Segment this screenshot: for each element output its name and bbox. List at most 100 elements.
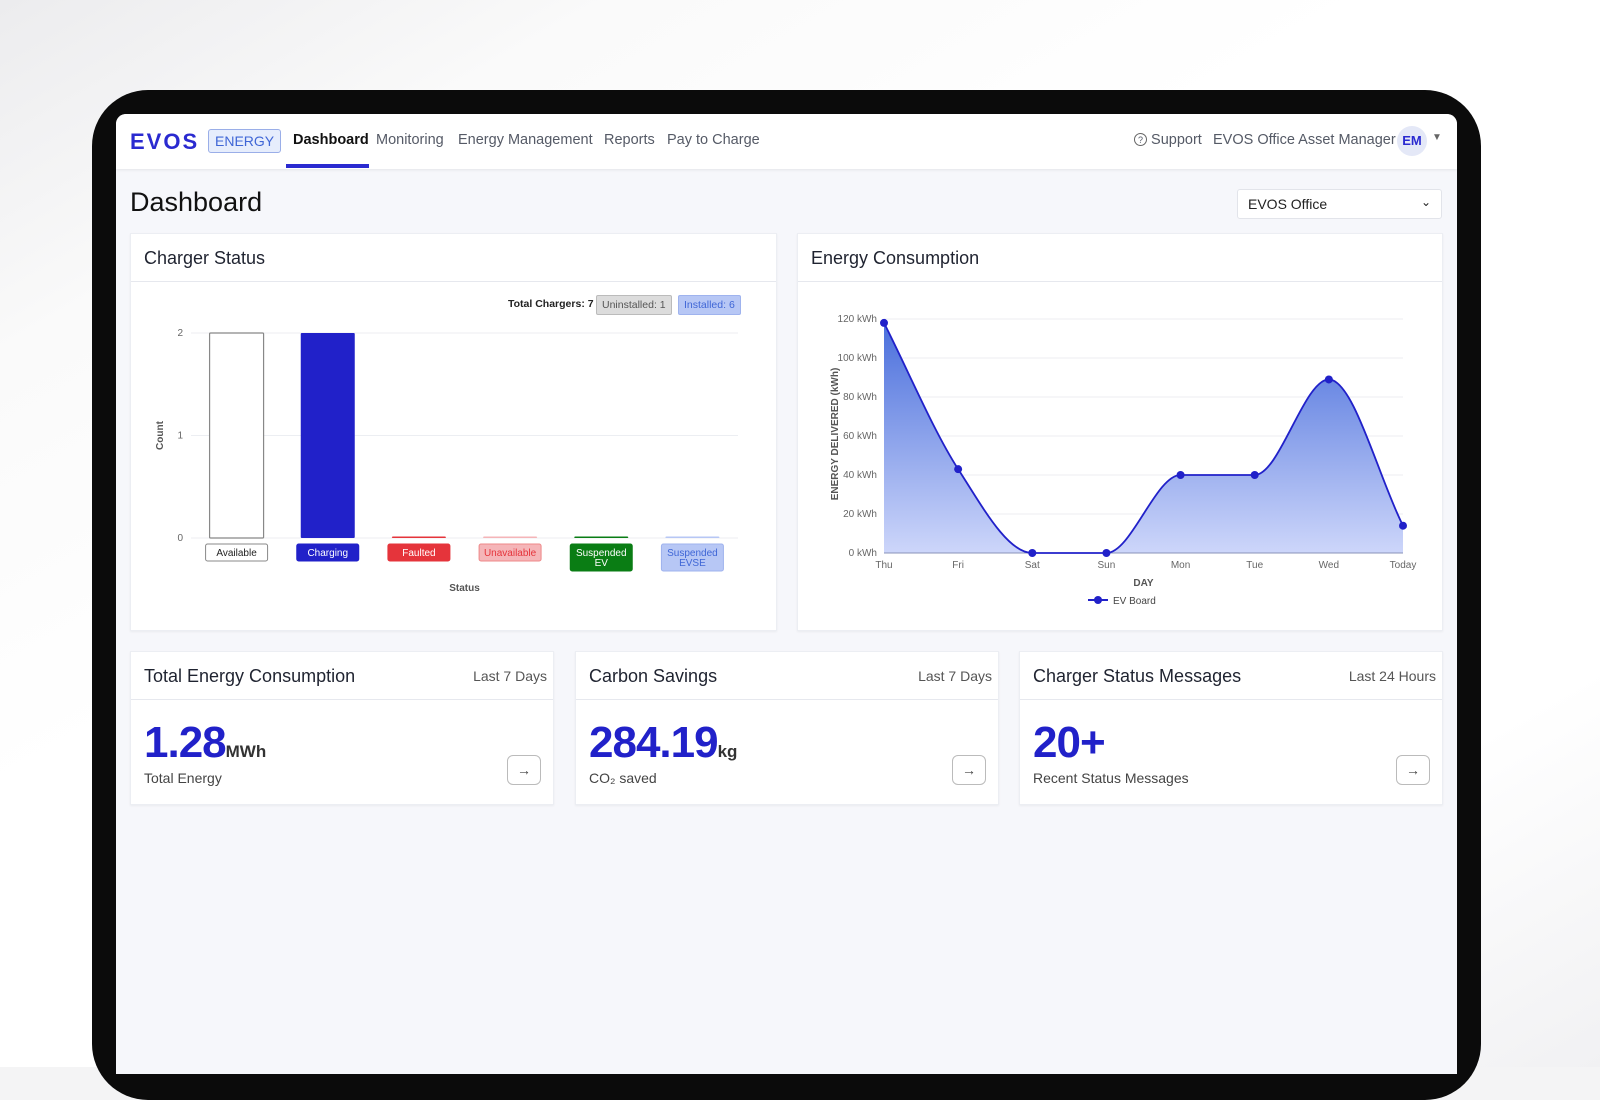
charger-status-chart: 0 1 2 Count Available Charging Faulted Unavaila… [155, 328, 738, 594]
x-tick-label: Wed [1319, 560, 1339, 571]
card-period: Last 24 Hours [1348, 668, 1436, 684]
site-select-value: EVOS Office [1248, 196, 1328, 212]
user-name[interactable]: EVOS Office Asset Manager [1213, 132, 1396, 148]
x-tick-label: Suspended [576, 548, 627, 559]
x-tick-label: Today [1390, 560, 1417, 571]
card-header: Energy Consumption [798, 234, 1442, 282]
top-nav: EVOS ENERGY Dashboard Monitoring Energy … [116, 114, 1457, 169]
bar-charging [300, 333, 355, 538]
caret-down-icon[interactable]: ▼ [1432, 132, 1442, 143]
x-tick-label: Thu [875, 560, 892, 571]
y-tick-label: 60 kWh [843, 431, 877, 442]
y-tick-label: 80 kWh [843, 392, 877, 403]
card-period: Last 7 Days [918, 668, 992, 684]
y-tick-label: 0 [177, 533, 183, 544]
value-unit: MWh [225, 742, 267, 761]
x-tick-label: Faulted [402, 548, 435, 559]
x-tick-label: Unavailable [484, 548, 537, 559]
evos-logo[interactable]: EVOS [130, 129, 200, 154]
bar-available [208, 332, 265, 539]
y-tick-label: 100 kWh [838, 353, 877, 364]
x-tick-label: Suspended [667, 548, 718, 559]
card-title: Energy Consumption [811, 248, 980, 268]
value-number: 1.28 [144, 718, 227, 767]
data-point-thu [880, 318, 888, 327]
nav-pay-to-charge[interactable]: Pay to Charge [667, 132, 760, 148]
legend-label: EV Board [1113, 596, 1156, 607]
bar-suspended-ev [574, 536, 629, 538]
installed-badge[interactable]: Installed: 6 [678, 295, 741, 315]
nav-monitoring[interactable]: Monitoring [376, 132, 444, 148]
y-tick-label: 120 kWh [838, 314, 877, 325]
card-title: Carbon Savings [589, 666, 718, 686]
metric-value: 20+ [1033, 718, 1106, 768]
x-tick-label: Sun [1098, 560, 1116, 571]
help-circle-icon: ? [1134, 133, 1147, 146]
x-tick-label: EVSE [679, 558, 706, 569]
energy-consumption-chart: 0 kWh 20 kWh 40 kWh 60 kWh 80 kWh 100 kWh 120 … [830, 314, 1417, 607]
data-point-wed [1324, 375, 1333, 384]
nav-reports[interactable]: Reports [604, 132, 655, 148]
x-label-box [296, 543, 360, 562]
area-fill [884, 322, 1403, 553]
x-axis-label: Status [449, 583, 480, 594]
bar-unavailable [483, 536, 538, 538]
energy-consumption-card: Energy Consumption 0 kWh 20 kWh 40 kWh 60 k… [797, 233, 1443, 631]
value-number: 20+ [1033, 718, 1106, 767]
x-tick-label: Charging [307, 548, 348, 559]
data-point-fri [954, 465, 963, 474]
y-axis-label: ENERGY DELIVERED (kWh) [830, 368, 841, 501]
x-tick-label: Sat [1025, 560, 1040, 571]
site-select[interactable]: EVOS Office ⌄ [1237, 189, 1442, 219]
y-axis-label: Count [155, 420, 166, 450]
total-energy-card: Total Energy Consumption Last 7 Days 1.2… [130, 651, 554, 805]
card-period: Last 7 Days [473, 668, 547, 684]
card-title: Charger Status Messages [1033, 666, 1242, 686]
y-tick-label: 40 kWh [843, 470, 877, 481]
arrow-right-button[interactable]: → [1396, 755, 1430, 785]
energy-badge: ENERGY [208, 129, 282, 153]
x-label-box [205, 543, 269, 562]
bar-faulted [391, 536, 446, 538]
data-point-tue [1250, 471, 1259, 479]
y-tick-label: 2 [177, 328, 183, 339]
metric-caption: Recent Status Messages [1033, 770, 1189, 786]
y-tick-label: 20 kWh [843, 509, 877, 520]
avatar[interactable]: EM [1397, 126, 1427, 156]
uninstalled-badge[interactable]: Uninstalled: 1 [596, 295, 672, 315]
x-label-box [387, 543, 451, 562]
charger-status-card: Charger Status Total Chargers: 7 Uninsta… [130, 233, 777, 631]
x-tick-label: Mon [1171, 560, 1190, 571]
arrow-right-button[interactable]: → [507, 755, 541, 785]
data-point-today [1399, 521, 1407, 530]
metric-value: 1.28MWh [144, 718, 266, 768]
active-tab-indicator [286, 164, 369, 168]
metric-caption: Total Energy [144, 770, 222, 786]
total-chargers: Total Chargers: 7 [508, 298, 594, 310]
page-title: Dashboard [130, 187, 263, 217]
arrow-right-button[interactable]: → [952, 755, 986, 785]
metric-caption: CO₂ saved [589, 770, 657, 786]
chevron-down-icon: ⌄ [1420, 195, 1431, 209]
y-tick-label: 1 [177, 431, 183, 442]
card-header: Total Energy Consumption Last 7 Days [131, 652, 553, 700]
card-header: Charger Status Messages Last 24 Hours [1020, 652, 1442, 700]
card-title: Charger Status [144, 248, 266, 268]
app-screen: EVOS ENERGY Dashboard Monitoring Energy … [116, 114, 1457, 1074]
x-tick-label: EV [595, 558, 609, 569]
card-title: Total Energy Consumption [144, 666, 356, 686]
bar-suspended-evse [665, 536, 720, 538]
nav-energy-management[interactable]: Energy Management [458, 132, 593, 148]
support-link[interactable]: ? Support [1134, 132, 1202, 148]
support-label: Support [1151, 132, 1202, 148]
nav-dashboard[interactable]: Dashboard [293, 132, 369, 148]
x-axis-label: DAY [1133, 578, 1154, 589]
x-label-box [660, 543, 724, 572]
x-tick-label: Available [216, 548, 257, 559]
data-point-sun [1102, 549, 1111, 557]
legend-marker [1094, 596, 1102, 604]
x-label-box [478, 543, 542, 562]
card-header: Charger Status [131, 234, 776, 282]
y-tick-label: 0 kWh [849, 548, 877, 559]
data-point-mon [1176, 471, 1185, 479]
